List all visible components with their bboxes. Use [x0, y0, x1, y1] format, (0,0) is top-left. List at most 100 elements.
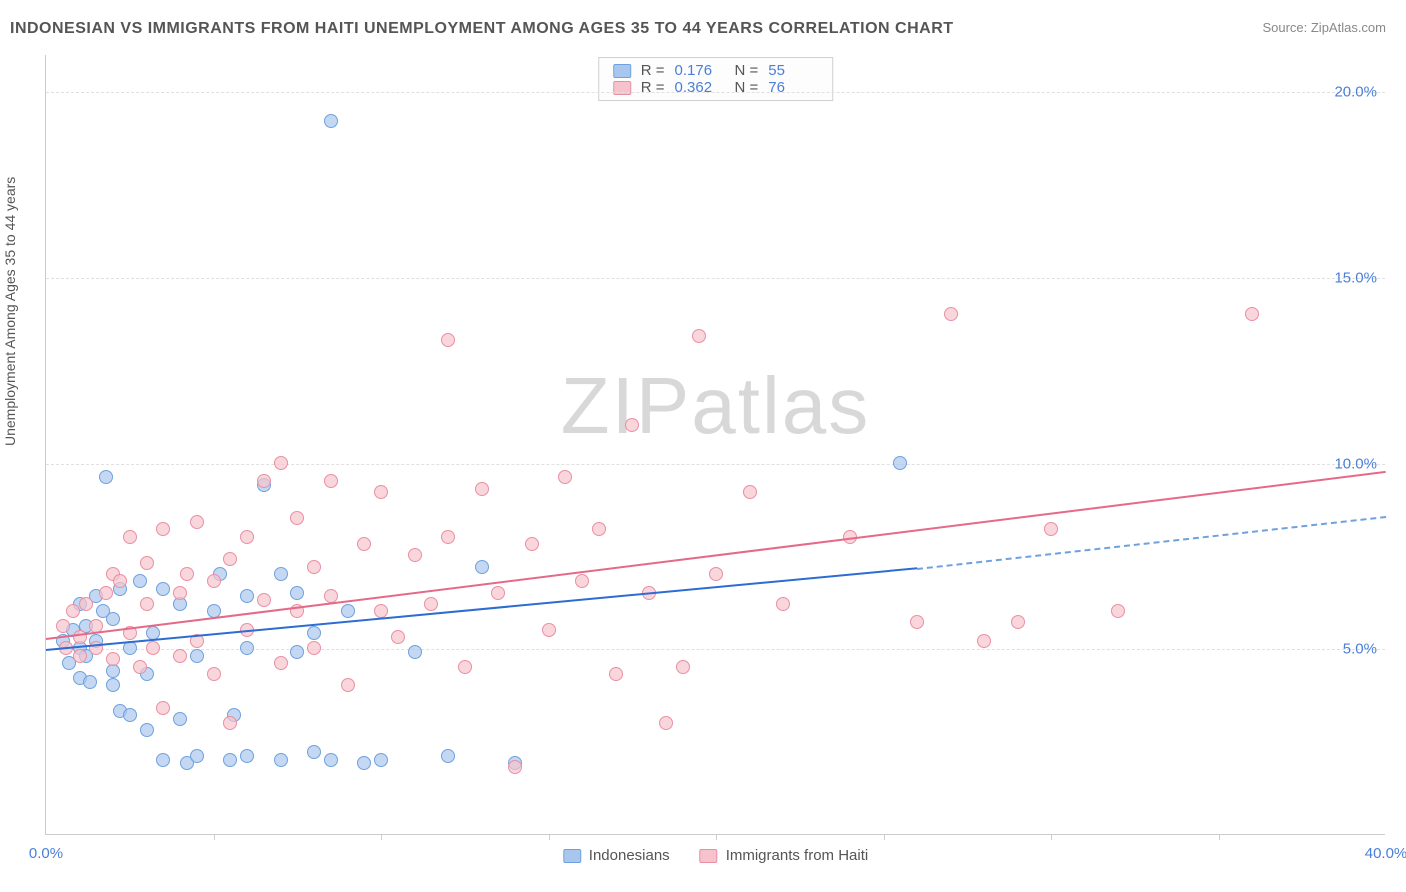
data-point [1044, 522, 1058, 536]
x-tick-mark [214, 834, 215, 840]
data-point [83, 675, 97, 689]
data-point [659, 716, 673, 730]
grid-line [46, 278, 1385, 279]
legend-series-name: Indonesians [589, 847, 670, 864]
x-tick-mark [381, 834, 382, 840]
data-point [676, 660, 690, 674]
data-point [1111, 604, 1125, 618]
data-point [508, 760, 522, 774]
y-tick-label: 10.0% [1334, 455, 1377, 472]
data-point [173, 586, 187, 600]
data-point [441, 333, 455, 347]
legend-swatch [563, 849, 581, 863]
data-point [207, 667, 221, 681]
data-point [140, 556, 154, 570]
data-point [99, 470, 113, 484]
data-point [290, 511, 304, 525]
data-point [156, 753, 170, 767]
chart-plot-area: ZIPatlas R =0.176N =55R =0.362N =76 Indo… [45, 55, 1385, 835]
source-label: Source: ZipAtlas.com [1262, 20, 1386, 35]
watermark-zip: ZIP [561, 361, 691, 450]
data-point [99, 586, 113, 600]
data-point [257, 474, 271, 488]
x-tick-mark [549, 834, 550, 840]
data-point [106, 612, 120, 626]
data-point [207, 574, 221, 588]
data-point [140, 597, 154, 611]
data-point [324, 753, 338, 767]
legend-series-name: Immigrants from Haiti [726, 847, 869, 864]
legend-swatch [700, 849, 718, 863]
data-point [180, 567, 194, 581]
grid-line [46, 464, 1385, 465]
data-point [709, 567, 723, 581]
data-point [341, 604, 355, 618]
watermark: ZIPatlas [561, 360, 870, 452]
data-point [977, 634, 991, 648]
data-point [66, 604, 80, 618]
series-legend: Indonesians Immigrants from Haiti [563, 847, 868, 864]
data-point [190, 515, 204, 529]
data-point [274, 567, 288, 581]
data-point [133, 574, 147, 588]
data-point [609, 667, 623, 681]
data-point [223, 552, 237, 566]
data-point [357, 756, 371, 770]
correlation-legend: R =0.176N =55R =0.362N =76 [598, 57, 834, 101]
data-point [743, 485, 757, 499]
data-point [391, 630, 405, 644]
data-point [133, 660, 147, 674]
y-axis-label: Unemployment Among Ages 35 to 44 years [2, 177, 18, 446]
data-point [146, 641, 160, 655]
data-point [106, 678, 120, 692]
data-point [357, 537, 371, 551]
x-tick-mark [716, 834, 717, 840]
data-point [441, 749, 455, 763]
data-point [491, 586, 505, 600]
data-point [223, 753, 237, 767]
data-point [140, 723, 154, 737]
data-point [79, 597, 93, 611]
legend-item: Indonesians [563, 847, 670, 864]
data-point [592, 522, 606, 536]
data-point [475, 482, 489, 496]
data-point [123, 708, 137, 722]
y-tick-label: 20.0% [1334, 84, 1377, 101]
data-point [173, 712, 187, 726]
data-point [240, 641, 254, 655]
trend-line [917, 516, 1386, 570]
x-tick-mark [884, 834, 885, 840]
x-tick-label: 0.0% [29, 845, 63, 862]
data-point [542, 623, 556, 637]
data-point [73, 649, 87, 663]
source-name: ZipAtlas.com [1311, 20, 1386, 35]
data-point [240, 589, 254, 603]
data-point [223, 716, 237, 730]
legend-r-value: 0.362 [675, 79, 725, 96]
y-tick-label: 15.0% [1334, 269, 1377, 286]
trend-line [46, 471, 1386, 640]
data-point [424, 597, 438, 611]
legend-r-value: 0.176 [675, 62, 725, 79]
legend-n-value: 76 [768, 79, 818, 96]
legend-n-label: N = [735, 62, 759, 79]
data-point [408, 548, 422, 562]
data-point [625, 418, 639, 432]
data-point [240, 530, 254, 544]
legend-n-label: N = [735, 79, 759, 96]
data-point [1245, 307, 1259, 321]
legend-swatch [613, 64, 631, 78]
data-point [692, 329, 706, 343]
data-point [240, 749, 254, 763]
watermark-atlas: atlas [691, 361, 870, 450]
data-point [307, 745, 321, 759]
data-point [458, 660, 472, 674]
data-point [274, 656, 288, 670]
data-point [307, 560, 321, 574]
data-point [113, 574, 127, 588]
x-tick-mark [1051, 834, 1052, 840]
data-point [441, 530, 455, 544]
legend-row: R =0.362N =76 [613, 79, 819, 96]
data-point [776, 597, 790, 611]
data-point [893, 456, 907, 470]
